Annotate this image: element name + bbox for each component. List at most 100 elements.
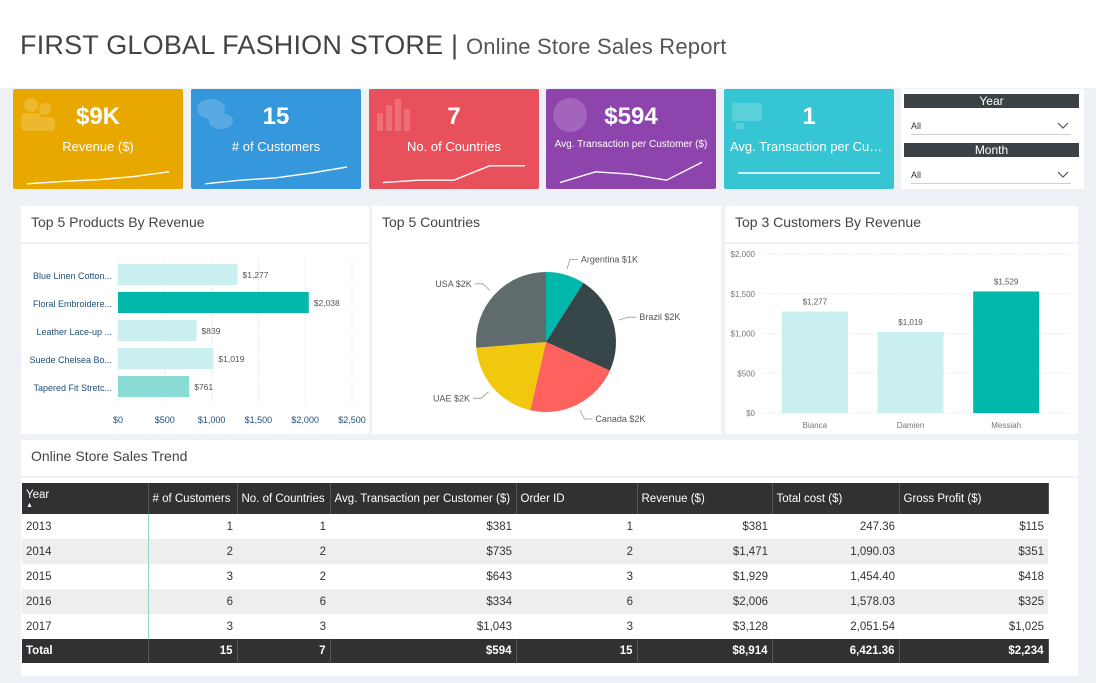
bar[interactable] — [781, 311, 848, 413]
table-row[interactable]: 2015 3 2 $643 3 $1,929 1,454.40 $418 — [22, 564, 1048, 589]
title-sub: Online Store Sales Report — [465, 34, 727, 59]
x-tick-label: Damien — [897, 421, 925, 430]
table-cell: 2015 — [22, 564, 149, 589]
leader-line — [566, 259, 578, 270]
trend-table-wrap: Year ▲ # of Customers No. of Countries Av… — [22, 483, 1049, 663]
column-header-year[interactable]: Year ▲ — [22, 483, 149, 514]
kpi-value: 15 — [262, 103, 290, 130]
pie-slice[interactable] — [530, 342, 610, 413]
bar[interactable] — [118, 264, 238, 285]
products-chart-panel[interactable]: $0 $500 $1,000 $1,500 $2,000 $2,500 Blue Linen… — [21, 244, 369, 434]
customers-chart-panel[interactable]: $0 $500 $1,000 $1,500 $2,000 $1,277 Bianca $1,0… — [725, 244, 1078, 434]
table-cell: 2,051.54 — [772, 614, 899, 639]
title-main: FIRST GLOBAL FASHION STORE — [20, 30, 444, 60]
column-header-avg-transaction[interactable]: Avg. Transaction per Customer ($) — [330, 483, 517, 514]
month-filter-select[interactable]: All — [911, 166, 1071, 184]
table-cell: 2 — [237, 564, 330, 589]
customers-bar-chart[interactable]: $0 $500 $1,000 $1,500 $2,000 $1,277 Bianca $1,0… — [725, 244, 1078, 434]
bar[interactable] — [118, 348, 214, 369]
kpi-value: $594 — [604, 103, 658, 130]
chevron-down-icon — [1057, 122, 1069, 129]
year-filter-select[interactable]: All — [911, 117, 1071, 135]
leader-line — [473, 391, 489, 399]
year-filter-value: All — [911, 121, 922, 131]
bar[interactable] — [973, 291, 1040, 413]
kpi-sparkline — [204, 166, 348, 185]
table-cell: 3 — [148, 564, 237, 589]
products-chart-title: Top 5 Products By Revenue — [31, 214, 205, 230]
kpi-card-customers[interactable]: 15 # of Customers — [191, 89, 361, 189]
kpi-value: $9K — [75, 103, 121, 130]
table-cell: 1,578.03 — [772, 589, 899, 614]
countries-panel[interactable]: Top 5 Countries Argentina $1K Brazil $2K C… — [372, 206, 721, 434]
y-tick-label: Floral Embroidere... — [33, 299, 112, 309]
leader-line — [618, 316, 637, 321]
column-header-order-id[interactable]: Order ID — [516, 483, 638, 514]
column-header-customers[interactable]: # of Customers — [148, 483, 238, 514]
data-label: $839 — [202, 326, 221, 336]
total-cell: Total — [22, 639, 149, 663]
table-cell: $1,025 — [899, 614, 1048, 639]
chevron-down-icon — [1057, 171, 1069, 178]
pie-slice[interactable] — [476, 342, 546, 411]
x-tick-label: Messiah — [991, 421, 1021, 430]
total-cell: 15 — [148, 639, 238, 663]
products-panel-header: Top 5 Products By Revenue — [21, 206, 369, 242]
table-cell: $1,471 — [637, 539, 772, 564]
data-label: $1,019 — [218, 354, 244, 364]
kpi-label: No. of Countries — [407, 139, 501, 154]
table-cell: 3 — [237, 614, 330, 639]
y-tick-label: $2,000 — [731, 250, 756, 259]
kpi-sparkline — [26, 171, 170, 185]
table-cell: $325 — [899, 589, 1048, 614]
table-cell: $381 — [330, 514, 516, 539]
column-header-total-cost[interactable]: Total cost ($) — [772, 483, 900, 514]
column-header-gross-profit[interactable]: Gross Profit ($) — [899, 483, 1049, 514]
y-tick-label: $0 — [746, 409, 755, 418]
table-cell: 1 — [148, 514, 237, 539]
pie-slice[interactable] — [546, 282, 616, 371]
kpi-card-avg-transaction-count[interactable]: 1 Avg. Transaction per Custo... — [724, 89, 894, 189]
table-cell: 3 — [516, 564, 637, 589]
pie-slice[interactable] — [476, 272, 546, 348]
slice-label: Brazil $2K — [639, 312, 680, 322]
total-cell: $2,234 — [899, 639, 1049, 663]
kpi-card-revenue[interactable]: $9K Revenue ($) — [13, 89, 183, 189]
x-tick-label: Bianca — [803, 421, 828, 430]
products-bar-chart[interactable]: $0 $500 $1,000 $1,500 $2,000 $2,500 Blue Linen… — [21, 244, 369, 434]
bar[interactable] — [118, 320, 197, 341]
table-cell: 6 — [237, 589, 330, 614]
trend-panel-header: Online Store Sales Trend — [21, 440, 1078, 476]
bar[interactable] — [118, 376, 190, 397]
pie-slice[interactable] — [546, 272, 584, 342]
table-cell: $351 — [899, 539, 1048, 564]
column-header-revenue[interactable]: Revenue ($) — [637, 483, 773, 514]
table-row[interactable]: 2016 6 6 $334 6 $2,006 1,578.03 $325 — [22, 589, 1048, 614]
table-cell: 2017 — [22, 614, 149, 639]
kpi-sparkline — [738, 172, 880, 174]
kpi-card-countries[interactable]: 7 No. of Countries — [369, 89, 539, 189]
y-tick-label: $500 — [737, 369, 755, 378]
slice-label: Argentina $1K — [581, 254, 638, 264]
table-cell: $381 — [637, 514, 772, 539]
column-header-countries[interactable]: No. of Countries — [237, 483, 331, 514]
kpi-sparkline — [382, 165, 525, 184]
bar[interactable] — [118, 292, 309, 313]
table-cell: $735 — [330, 539, 516, 564]
table-row[interactable]: 2017 3 3 $1,043 3 $3,128 2,051.54 $1,025 — [22, 614, 1048, 639]
total-cell: 6,421.36 — [772, 639, 900, 663]
kpi-label: # of Customers — [231, 139, 321, 154]
table-row[interactable]: 2013 1 1 $381 1 $381 247.36 $115 — [22, 514, 1048, 539]
x-tick-label: $0 — [113, 415, 123, 425]
y-tick-label: Leather Lace-up ... — [36, 327, 112, 337]
year-filter-header: Year — [904, 94, 1079, 108]
table-row[interactable]: 2014 2 2 $735 2 $1,471 1,090.03 $351 — [22, 539, 1048, 564]
countries-pie-chart[interactable]: Argentina $1K Brazil $2K Canada $2K UAE $2K… — [372, 206, 721, 434]
kpi-value: 1 — [802, 103, 816, 130]
y-tick-label: Suede Chelsea Bo... — [29, 355, 112, 365]
kpi-card-avg-transaction[interactable]: $594 Avg. Transaction per Customer ($) — [546, 89, 716, 189]
bar[interactable] — [877, 331, 944, 413]
total-cell: $8,914 — [637, 639, 773, 663]
total-cell: $594 — [330, 639, 517, 663]
x-tick-label: $1,000 — [198, 415, 226, 425]
